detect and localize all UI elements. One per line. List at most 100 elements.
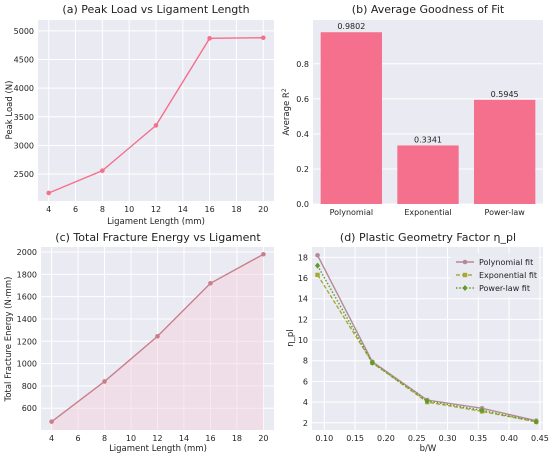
panel-a-x-tick-label: 12 [151,205,161,214]
panel-b-y-axis-label-main: Average R [282,92,292,136]
panel-a: 4 6 8 10 12 14 16 18 20 2500 3000 3500 4000 4500 5000… [5,3,274,227]
panel-b-category-label: Exponential [404,208,451,217]
panel-a-x-tick-label: 10 [124,205,134,214]
panel-c-data-point [208,280,213,286]
panel-b-y-tick-label: 0.0 [296,200,309,209]
panel-c-x-tick-label: 14 [179,434,189,443]
panel-a-data-point [100,168,105,173]
panel-c-x-tick-label: 10 [126,434,136,443]
panel-d-x-tick-label: 0.45 [531,434,549,443]
panel-c-y-tick-label: 1000 [17,360,37,369]
panel-d-x-tick-label: 0.25 [408,434,426,443]
panel-d-legend-marker [462,259,468,265]
panel-b-bar-value-label: 0.5945 [491,90,519,99]
panel-d-x-tick-label: 0.35 [469,434,487,443]
panel-c-x-tick-label: 4 [49,434,54,443]
panel-d-y-tick-label: 6 [303,377,308,386]
panel-d-data-point [533,418,539,425]
panel-d-y-tick-label: 18 [298,253,308,262]
panel-d-x-tick-label: 0.20 [377,434,395,443]
panel-b: 0.0 0.2 0.4 0.6 0.8 0.9802 Polynomial 0.3341 Ex… [281,3,543,217]
panel-b-y-tick-label: 0.6 [296,95,309,104]
panel-d-x-tick-label: 0.15 [346,434,364,443]
panel-b-bar-value-label: 0.9802 [337,22,365,31]
panel-b-y-tick-label: 0.8 [296,60,309,69]
panel-d-x-tick-label: 0.10 [315,434,333,443]
panel-c-y-tick-label: 1800 [17,270,37,279]
panel-d-legend: Polynomial fit Exponential fit Power-law f… [451,253,539,297]
panel-a-x-tick-label: 8 [100,205,105,214]
panel-d-data-point [315,272,320,278]
panel-d-y-tick-label: 10 [298,336,308,345]
panel-c-x-tick-label: 12 [152,434,162,443]
panel-a-data-point [260,35,266,41]
panel-b-y-tick-label: 0.2 [296,165,309,174]
panel-d-legend-marker [462,272,468,278]
panel-c-x-tick-label: 16 [205,434,215,443]
panel-d-y-tick-label: 12 [298,315,308,324]
panel-d-legend-label: Polynomial fit [479,258,533,267]
panel-d-y-tick-label: 8 [303,357,308,366]
panel-b-bar-value-label: 0.3341 [414,135,442,144]
panel-b-bar [474,99,536,204]
panel-c-x-tick-label: 18 [232,434,242,443]
panel-a-x-tick-label: 6 [73,205,78,214]
panel-b-title: (b) Average Goodness of Fit [352,3,505,16]
panel-d-y-tick-label: 2 [303,419,308,428]
panel-d-title: (d) Plastic Geometry Factor η_pl [340,231,516,244]
panel-d-x-axis-label: b/W [420,444,437,454]
panel-a-data-point [207,36,212,41]
panel-b-bar [397,145,459,204]
panel-d-x-tick-label: 0.30 [439,434,457,443]
panel-d-legend-label: Power-law fit [479,284,530,293]
panel-a-title: (a) Peak Load vs Ligament Length [62,3,249,16]
panel-c-y-tick-label: 1600 [17,293,37,302]
panel-d-legend-marker [462,285,468,291]
panel-c-data-point [102,379,107,384]
panel-b-bar [320,32,382,204]
panel-a-y-tick-label: 2500 [14,170,34,179]
panel-c-y-tick-label: 1400 [17,315,37,324]
panel-c-data-point [49,419,54,424]
panel-c-x-tick-label: 6 [76,434,81,443]
panel-a-y-tick-label: 5000 [14,27,34,36]
panel-d-y-axis-label: η_pl [286,329,296,346]
panel-d-x-tick-label: 0.40 [500,434,518,443]
panel-c-y-tick-label: 800 [22,382,37,391]
panel-a-y-tick-label: 3500 [14,113,34,122]
panel-a-x-axis-label: Ligament Length (mm) [107,217,205,227]
panel-c-x-tick-label: 8 [102,434,107,443]
panel-d-y-tick-label: 14 [298,295,308,304]
panel-d-data-point [314,262,321,269]
panel-a-x-tick-label: 16 [205,205,215,214]
panel-d-legend-label: Exponential fit [479,271,537,280]
panel-c-data-point [261,251,266,257]
panel-b-y-tick-label: 0.4 [296,130,309,139]
panel-a-x-tick-label: 18 [231,205,241,214]
panel-c-data-point [155,333,160,339]
panel-c-y-tick-label: 2000 [17,248,37,257]
panel-a-y-tick-label: 4500 [14,56,34,65]
panel-c-area-fill [51,254,264,430]
panel-a-data-point [46,190,52,196]
panel-b-category-label: Power-law [485,208,526,217]
panel-c-y-tick-label: 600 [22,404,37,413]
panel-a-x-tick-label: 14 [178,205,188,214]
panel-d-data-point [424,398,430,405]
panel-c-y-tick-label: 1200 [17,337,37,346]
panel-c-y-axis-label: Total Fracture Energy (N·mm) [4,277,14,403]
panel-d: 0.10 0.15 0.20 0.25 0.30 0.35 0.40 0.45 2 4 6 8 10 1… [286,231,549,454]
panel-c-x-tick-label: 20 [258,434,268,443]
panel-d-data-point [369,359,375,366]
panel-d-y-tick-label: 4 [303,398,308,407]
panel-a-x-tick-label: 4 [46,205,51,214]
panel-a-x-tick-label: 20 [258,205,268,214]
panel-b-y-axis-label: Average R2 [281,88,292,136]
panel-d-y-tick-label: 16 [298,274,308,283]
panel-a-y-axis-label: Peak Load (N) [5,81,15,140]
panel-c: 4 6 8 10 12 14 16 18 20 600 800 1000 1200 1400 1600 18… [4,231,274,454]
panel-c-x-axis-label: Ligament Length (mm) [109,444,207,454]
panel-d-data-point [479,407,485,414]
panel-c-title: (c) Total Fracture Energy vs Ligament [55,231,261,244]
